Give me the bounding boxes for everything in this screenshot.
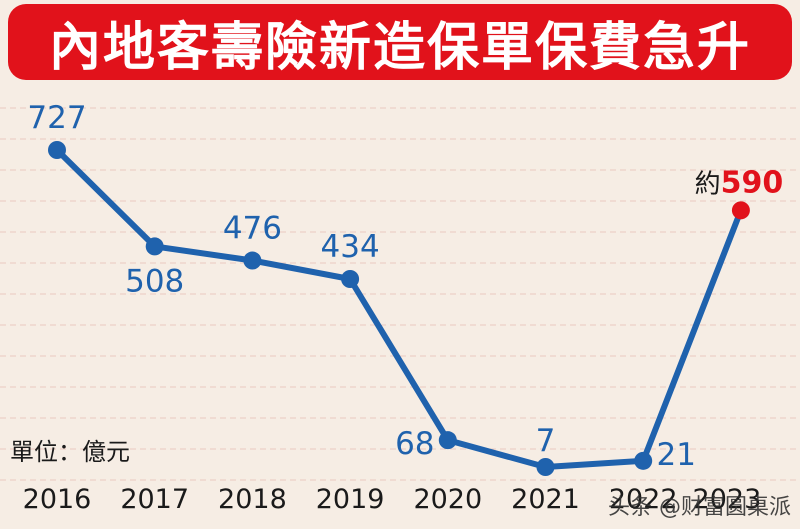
data-label-2019: 434 (321, 229, 380, 265)
data-label-2017: 508 (125, 263, 184, 299)
x-axis-tick-labels: 2016 2017 2018 2019 2020 2021 2022 2023 (23, 484, 762, 515)
watermark: 头条 @财富圆桌派 (608, 495, 791, 520)
x-tick-label-2017: 2017 (120, 484, 189, 515)
data-labels: 727 508 476 434 68 7 21 約590 (27, 100, 783, 473)
grid-lines (0, 107, 800, 481)
x-tick-label-2021: 2021 (511, 484, 580, 515)
data-point-2018 (243, 251, 262, 270)
data-label-2021: 7 (536, 423, 556, 459)
data-label-2016: 727 (27, 100, 86, 136)
data-label-2020: 68 (395, 426, 434, 462)
data-label-2018: 476 (223, 211, 282, 247)
data-label-2023: 約590 (695, 165, 784, 200)
data-label-2022: 21 (656, 437, 695, 473)
data-point-2021 (536, 458, 555, 476)
data-points (48, 141, 750, 476)
series-line (54, 147, 744, 470)
data-point-2017 (145, 237, 164, 256)
chart-title: 內地客壽險新造保單保費急升 (48, 17, 751, 78)
x-tick-label-2022: 2022 (609, 484, 678, 515)
data-point-2019 (341, 270, 360, 289)
x-tick-label-2023: 2023 (693, 484, 762, 515)
x-tick-label-2020: 2020 (413, 484, 482, 515)
title-banner: 內地客壽險新造保單保費急升 (8, 4, 792, 80)
data-point-2016 (48, 141, 66, 159)
x-tick-label-2019: 2019 (316, 484, 385, 515)
data-point-2023 (731, 201, 750, 220)
x-tick-label-2016: 2016 (23, 484, 92, 515)
data-point-2022 (634, 451, 653, 470)
x-tick-label-2018: 2018 (218, 484, 287, 515)
unit-label: 單位：億元 (10, 438, 130, 466)
data-point-2020 (438, 431, 457, 450)
